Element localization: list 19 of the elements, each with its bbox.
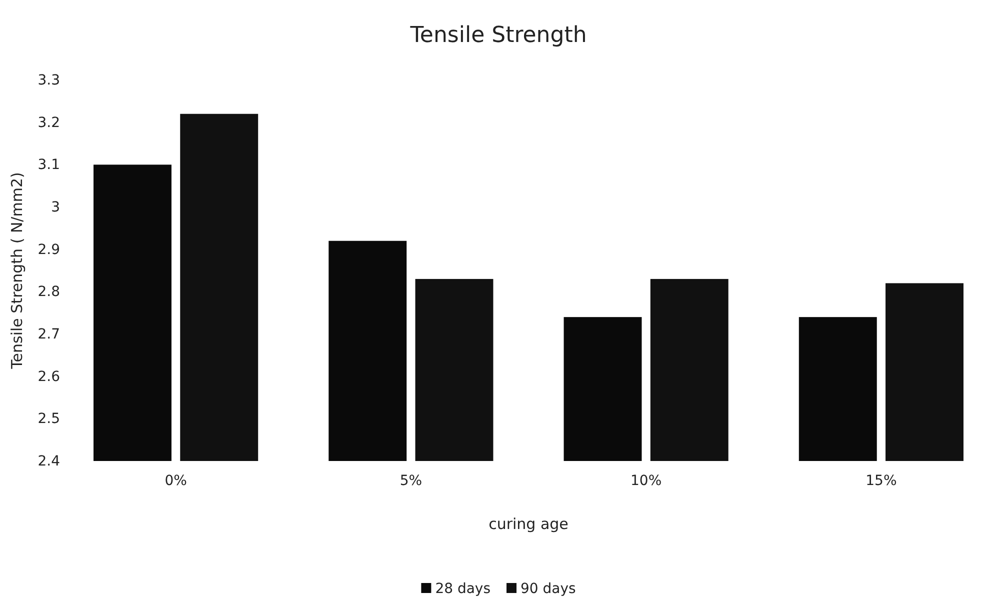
y-tick-label: 2.8 [38,284,60,300]
y-tick-label: 2.9 [38,242,60,258]
legend-label: 90 days [520,581,576,597]
x-tick-label: 10% [630,472,662,489]
x-tick-label: 15% [866,472,897,489]
y-tick-label: 2.7 [38,326,60,342]
y-tick-label: 3 [51,199,60,216]
y-tick-label: 2.4 [38,453,60,470]
x-tick-label: 5% [400,472,422,489]
y-tick-label: 2.5 [38,411,60,428]
x-axis-title: curing age [488,515,568,533]
chart-title: Tensile Strength [409,23,587,48]
y-tick-label: 3.1 [38,157,60,174]
y-tick-label: 2.6 [38,368,60,385]
y-axis-title: Tensile Strength ( N/mm2) [8,172,26,370]
y-tick-label: 3.3 [38,72,60,88]
y-tick-label: 3.2 [38,114,60,131]
x-tick-label: 0% [164,472,187,489]
legend-label: 28 days [435,581,490,597]
